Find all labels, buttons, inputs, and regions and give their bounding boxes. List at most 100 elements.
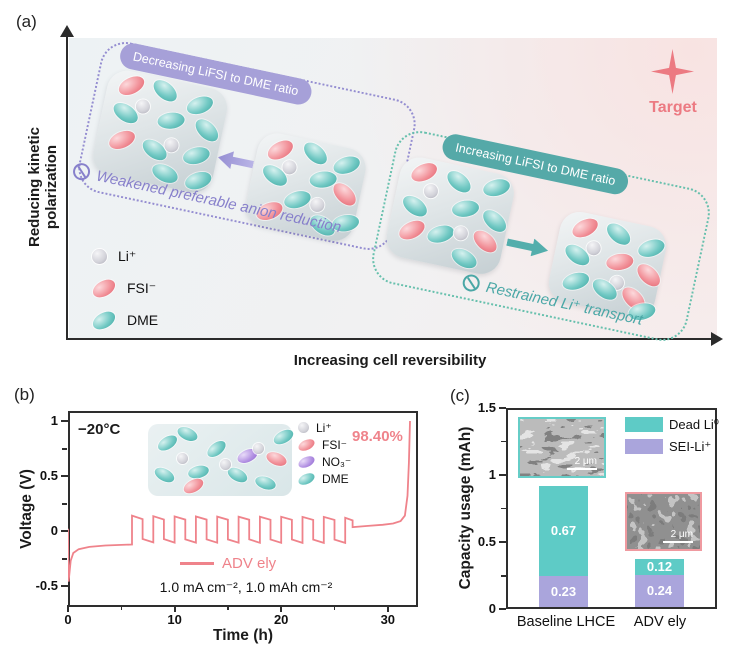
legend-label: NO₃⁻ [322,454,352,469]
legend-label: DME [322,471,349,486]
series-legend: ADV ely [180,555,276,572]
molecule-fsi-icon [115,72,147,100]
molecule-dme-icon [181,145,212,168]
panel-c-y-axis-label: Capacity usage (mAh) [457,426,474,590]
molecule-dme-icon [175,424,200,445]
molecule-dme-icon [184,92,215,117]
legend-item-li: Li⁺ [298,419,351,436]
prohibited-icon [71,161,92,182]
c-y-tick-label: 0 [488,601,496,616]
category-baseline-lhce: Baseline LHCE [516,614,616,630]
molecule-fsi-icon [329,178,361,210]
molecule-dme-icon [603,218,635,249]
b-x-tick-label: 20 [273,612,289,627]
sem-image-baseline: 2 μm [518,417,606,478]
temperature-annotation: −20°C [78,421,121,438]
molecule-fsi-icon [106,127,138,154]
molecule-li-icon [308,196,326,213]
legend-label: DME [127,312,159,328]
panel-a-x-axis-arrowhead [711,332,723,346]
b-x-tick-label: 30 [380,612,396,627]
molecule-fsi-icon [396,217,428,244]
c-y-tick-label: 1 [488,466,496,482]
b-x-tick-label: 0 [64,612,72,627]
b-x-minor-tick [227,605,229,610]
b-y-tick-label: 0 [50,523,58,538]
dme-marker-icon [89,307,119,333]
left-arrow-icon [216,148,255,173]
molecule-dme-icon [155,432,180,454]
sei-li-label: SEI-Li⁺ [669,439,712,454]
b-y-minor-tick [62,558,67,560]
test-conditions: 1.0 mA cm⁻², 1.0 mAh cm⁻² [159,579,333,595]
panel-b-y-axis-label: Voltage (V) [18,469,35,549]
molecule-fsi-icon [605,252,635,272]
category-adv-ely: ADV ely [633,614,687,630]
b-x-tick [173,605,176,612]
c-y-tick [499,540,506,543]
fsi-marker-icon [296,436,317,453]
c-y-tick [499,406,506,409]
cluster-baseline-right [382,153,518,278]
molecule-dme-icon [149,76,181,106]
legend-label: Li⁺ [316,420,332,435]
b-x-tick [386,605,389,612]
b-x-minor-tick [333,605,336,610]
bar-value-label: 0.23 [550,583,577,599]
molecule-fsi-icon [180,475,206,497]
scale-bar-label: 2 μm [670,529,693,540]
molecule-fsi-icon [264,136,296,163]
molecule-dme-icon [191,115,222,146]
legend-item-dme: DME [89,304,159,336]
b-x-minor-tick [120,605,123,610]
efficiency-annotation: 98.40% [352,428,403,445]
c-y-minor-tick [501,574,506,577]
molecule-li-icon [176,452,188,464]
b-y-tick [61,585,68,587]
fsi-marker-icon [89,275,119,301]
voltage-curve [68,420,411,582]
molecule-dme-icon [204,437,229,460]
panel-a-legend: Li⁺ FSI⁻ DME [89,240,159,336]
b-x-tick [67,605,69,612]
legend-label: Li⁺ [118,247,137,264]
c-y-minor-tick [501,507,506,510]
legend-item-li: Li⁺ [92,240,158,272]
molecule-dme-icon [156,111,186,130]
molecule-fsi-icon [409,159,441,186]
li-marker-icon [92,248,107,264]
b-y-tick [61,475,68,477]
legend-item-fsi: FSI⁻ [89,272,158,304]
molecule-dme-icon [448,244,481,272]
panel-a-y-axis-label: Reducing kinetic polarization [26,126,60,248]
series-label: ADV ely [222,555,277,572]
c-y-tick [499,473,506,476]
molecule-dme-icon [635,236,667,260]
c-y-minor-tick [501,440,506,443]
dead-li-swatch [625,417,663,432]
legend-label: FSI⁻ [322,437,348,452]
bar-segment-deadli [635,558,684,575]
molecule-li-icon [253,442,265,454]
molecule-fsi-icon [569,215,601,242]
solvation-inset [148,424,296,497]
dead-li-label: Dead Li⁰ [669,417,720,432]
scale-bar [567,468,597,470]
b-y-tick-label: 0.5 [39,468,58,483]
b-y-tick [61,420,68,422]
li-marker-icon [298,422,309,433]
c-y-tick-label: 0.5 [477,533,496,549]
molecule-dme-icon [331,153,362,178]
molecule-dme-icon [443,167,475,197]
dme-marker-icon [296,470,317,487]
target-label: Target [649,99,697,116]
panel-a-x-axis [66,338,714,341]
molecule-dme-icon [560,269,592,293]
scale-bar [663,541,693,543]
molecule-li-icon [452,225,470,242]
molecule-dme-icon [253,474,277,493]
legend-item-dme: DME [296,470,351,487]
molecule-fsi-icon [633,260,665,291]
molecule-li-icon [422,183,439,200]
b-y-tick [61,530,68,532]
